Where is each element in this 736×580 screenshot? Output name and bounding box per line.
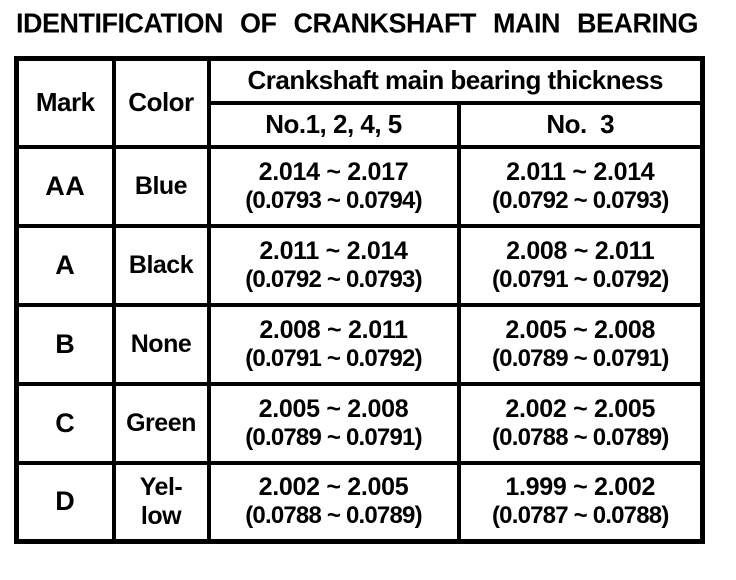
thickness-mm: 2.008 ~ 2.011 — [506, 236, 655, 265]
thickness-inch: (0.0787 ~ 0.0788) — [491, 502, 669, 530]
page: IDENTIFICATION OF CRANKSHAFT MAIN BEARIN… — [14, 8, 705, 544]
thickness-inch: (0.0791 ~ 0.0792) — [491, 265, 669, 293]
table-row-B: B None 2.008 ~ 2.011 (0.0791 ~ 0.0792) 2… — [14, 302, 705, 386]
thickness-inch: (0.0789 ~ 0.0791) — [245, 423, 422, 451]
header-thickness: Crankshaft main bearing thickness — [206, 56, 705, 105]
thickness-inch: (0.0791 ~ 0.0792) — [245, 344, 422, 372]
table-row-C: C Green 2.005 ~ 2.008 (0.0789 ~ 0.0791) … — [14, 381, 705, 465]
thickness-1245-cell: 2.011 ~ 2.014 (0.0792 ~ 0.0793) — [206, 223, 461, 307]
header-color: Color — [111, 56, 211, 149]
thickness-mm: 2.002 ~ 2.005 — [258, 473, 409, 502]
table-row-A: A Black 2.011 ~ 2.014 (0.0792 ~ 0.0793) … — [14, 223, 705, 307]
thickness-inch: (0.0793 ~ 0.0794) — [245, 186, 422, 214]
mark-cell: B — [14, 302, 116, 386]
thickness-mm: 2.011 ~ 2.014 — [259, 236, 408, 265]
color-cell: Green — [111, 381, 211, 465]
thickness-mm: 2.002 ~ 2.005 — [505, 394, 656, 423]
header-row-2: No.1, 2, 4, 5 No. 3 — [17, 100, 705, 149]
thickness-3-cell: 2.002 ~ 2.005 (0.0788 ~ 0.0789) — [456, 381, 705, 465]
bearing-identification-table: Mark Color Crankshaft main bearing thick… — [14, 56, 705, 544]
thickness-1245-cell: 2.008 ~ 2.011 (0.0791 ~ 0.0792) — [206, 302, 461, 386]
mark-cell: C — [14, 381, 116, 465]
thickness-mm: 2.014 ~ 2.017 — [258, 157, 409, 186]
thickness-inch: (0.0788 ~ 0.0789) — [245, 502, 422, 530]
header-mark: Mark — [14, 56, 116, 149]
thickness-mm: 2.011 ~ 2.014 — [506, 157, 655, 186]
thickness-inch: (0.0789 ~ 0.0791) — [491, 344, 669, 372]
color-cell: Blue — [111, 144, 211, 228]
table-body: AA Blue 2.014 ~ 2.017 (0.0793 ~ 0.0794) … — [14, 144, 705, 544]
color-cell: Yel- low — [111, 460, 211, 544]
header-row-1: Mark Color Crankshaft main bearing thick… — [14, 56, 705, 149]
page-title: IDENTIFICATION OF CRANKSHAFT MAIN BEARIN… — [16, 8, 698, 39]
header-journal-3: No. 3 — [456, 100, 705, 149]
thickness-1245-cell: 2.014 ~ 2.017 (0.0793 ~ 0.0794) — [206, 144, 461, 228]
thickness-1245-cell: 2.005 ~ 2.008 (0.0789 ~ 0.0791) — [206, 381, 461, 465]
thickness-3-cell: 2.005 ~ 2.008 (0.0789 ~ 0.0791) — [456, 302, 705, 386]
thickness-3-cell: 2.011 ~ 2.014 (0.0792 ~ 0.0793) — [456, 144, 705, 228]
thickness-mm: 2.008 ~ 2.011 — [259, 315, 408, 344]
mark-cell: A — [14, 223, 116, 307]
thickness-1245-cell: 2.002 ~ 2.005 (0.0788 ~ 0.0789) — [206, 460, 461, 544]
table-row-AA: AA Blue 2.014 ~ 2.017 (0.0793 ~ 0.0794) … — [14, 144, 705, 228]
mark-cell: D — [14, 460, 116, 544]
color-cell: None — [111, 302, 211, 386]
color-cell: Black — [111, 223, 211, 307]
thickness-3-cell: 1.999 ~ 2.002 (0.0787 ~ 0.0788) — [456, 460, 705, 544]
thickness-mm: 2.005 ~ 2.008 — [505, 315, 656, 344]
table-row-D: D Yel- low 2.002 ~ 2.005 (0.0788 ~ 0.078… — [14, 460, 705, 544]
mark-cell: AA — [14, 144, 116, 228]
table-header: Mark Color Crankshaft main bearing thick… — [14, 56, 705, 149]
header-journals-1245: No.1, 2, 4, 5 — [206, 100, 461, 149]
thickness-inch: (0.0788 ~ 0.0789) — [491, 423, 669, 451]
thickness-inch: (0.0792 ~ 0.0793) — [245, 265, 422, 293]
thickness-mm: 1.999 ~ 2.002 — [505, 473, 656, 502]
thickness-3-cell: 2.008 ~ 2.011 (0.0791 ~ 0.0792) — [456, 223, 705, 307]
thickness-inch: (0.0792 ~ 0.0793) — [491, 186, 669, 214]
thickness-mm: 2.005 ~ 2.008 — [258, 394, 409, 423]
